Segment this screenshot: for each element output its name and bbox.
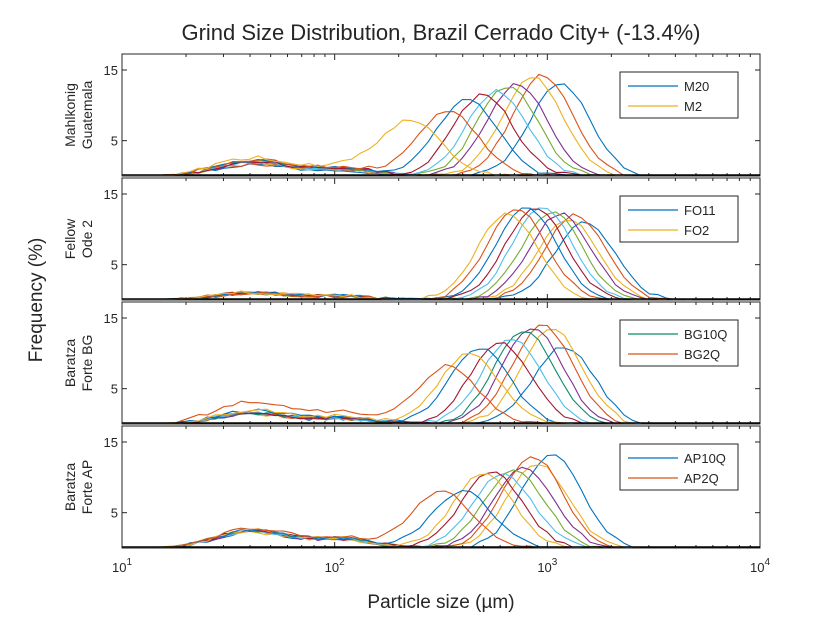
series-line [122, 111, 565, 176]
x-tick-base: 10 [112, 560, 126, 575]
series-line-ap2q [122, 490, 556, 548]
legend-label: BG10Q [684, 327, 727, 342]
legend: FO11 FO2 [619, 195, 739, 243]
x-tick-exponent: 3 [552, 557, 558, 568]
series-line [122, 353, 573, 424]
series-group [122, 324, 642, 424]
panel-3: 5 15 BaratzaForte BG BG10Q BG2Q [62, 301, 761, 425]
y-tick-label: 5 [111, 134, 118, 149]
legend-label: M2 [684, 99, 702, 114]
panel-4: 5 15 BaratzaForte AP AP10Q AP2Q [62, 425, 761, 549]
legend-label: BG2Q [684, 347, 720, 362]
y-tick-label: 5 [111, 258, 118, 273]
x-tick-label: 104 [750, 557, 770, 575]
series-line [122, 339, 599, 424]
y-tick-label: 15 [104, 311, 118, 326]
panel-label-line: Fellow [62, 218, 78, 259]
x-axis-label: Particle size (µm) [367, 592, 514, 613]
series-line-ap10q [122, 454, 641, 548]
y-tick-label: 15 [104, 187, 118, 202]
x-tick-label: 102 [325, 557, 345, 575]
x-tick-base: 10 [537, 560, 551, 575]
x-tick-exponent: 2 [339, 557, 345, 568]
panel-label-line: Baratza [62, 339, 78, 387]
panel-label-line: Forte BG [79, 335, 95, 392]
y-tick-label: 5 [111, 506, 118, 521]
legend-box [619, 319, 739, 367]
series-line-m2 [122, 119, 556, 176]
x-tick-exponent: 1 [126, 557, 132, 568]
legend-label: AP2Q [684, 471, 719, 486]
y-tick-label: 15 [104, 435, 118, 450]
series-group [122, 207, 692, 300]
series-group [122, 454, 641, 548]
legend-label: FO11 [684, 203, 716, 218]
legend-box [619, 71, 739, 119]
x-tick-base: 10 [750, 560, 764, 575]
legend-box [619, 443, 739, 491]
legend-label: FO2 [684, 223, 709, 238]
y-tick-label: 15 [104, 63, 118, 78]
panel-label-line: Ode 2 [79, 220, 95, 258]
legend: AP10Q AP2Q [619, 443, 739, 491]
x-tick-exponent: 4 [764, 557, 770, 568]
x-tick-label: 103 [537, 557, 557, 575]
panel-label-line: Mahlkonig [62, 83, 78, 147]
legend-label: M20 [684, 79, 709, 94]
series-line-fo2 [122, 212, 599, 300]
legend: BG10Q BG2Q [619, 319, 739, 367]
x-tick-base: 10 [325, 560, 339, 575]
panel-label: BaratzaForte AP [62, 460, 95, 514]
legend-label: AP10Q [684, 451, 726, 466]
panel-label: BaratzaForte BG [62, 335, 95, 392]
panel-label-line: Baratza [62, 463, 78, 511]
series-group [122, 73, 642, 176]
panel-label: MahlkonigGuatemala [62, 81, 95, 150]
y-tick-label: 5 [111, 382, 118, 397]
x-axis-ticks: 101 102 103 104 [112, 557, 770, 575]
series-line-bg2q [122, 363, 556, 424]
panel-2: 5 15 FellowOde 2 FO11 FO2 [62, 177, 761, 301]
panel-label: FellowOde 2 [62, 218, 95, 259]
legend-box [619, 195, 739, 243]
panel-label-line: Guatemala [79, 81, 95, 150]
chart-title: Grind Size Distribution, Brazil Cerrado … [181, 20, 700, 45]
y-axis-label: Frequency (%) [26, 238, 47, 363]
x-tick-label: 101 [112, 557, 132, 575]
panel-label-line: Forte AP [79, 460, 95, 514]
